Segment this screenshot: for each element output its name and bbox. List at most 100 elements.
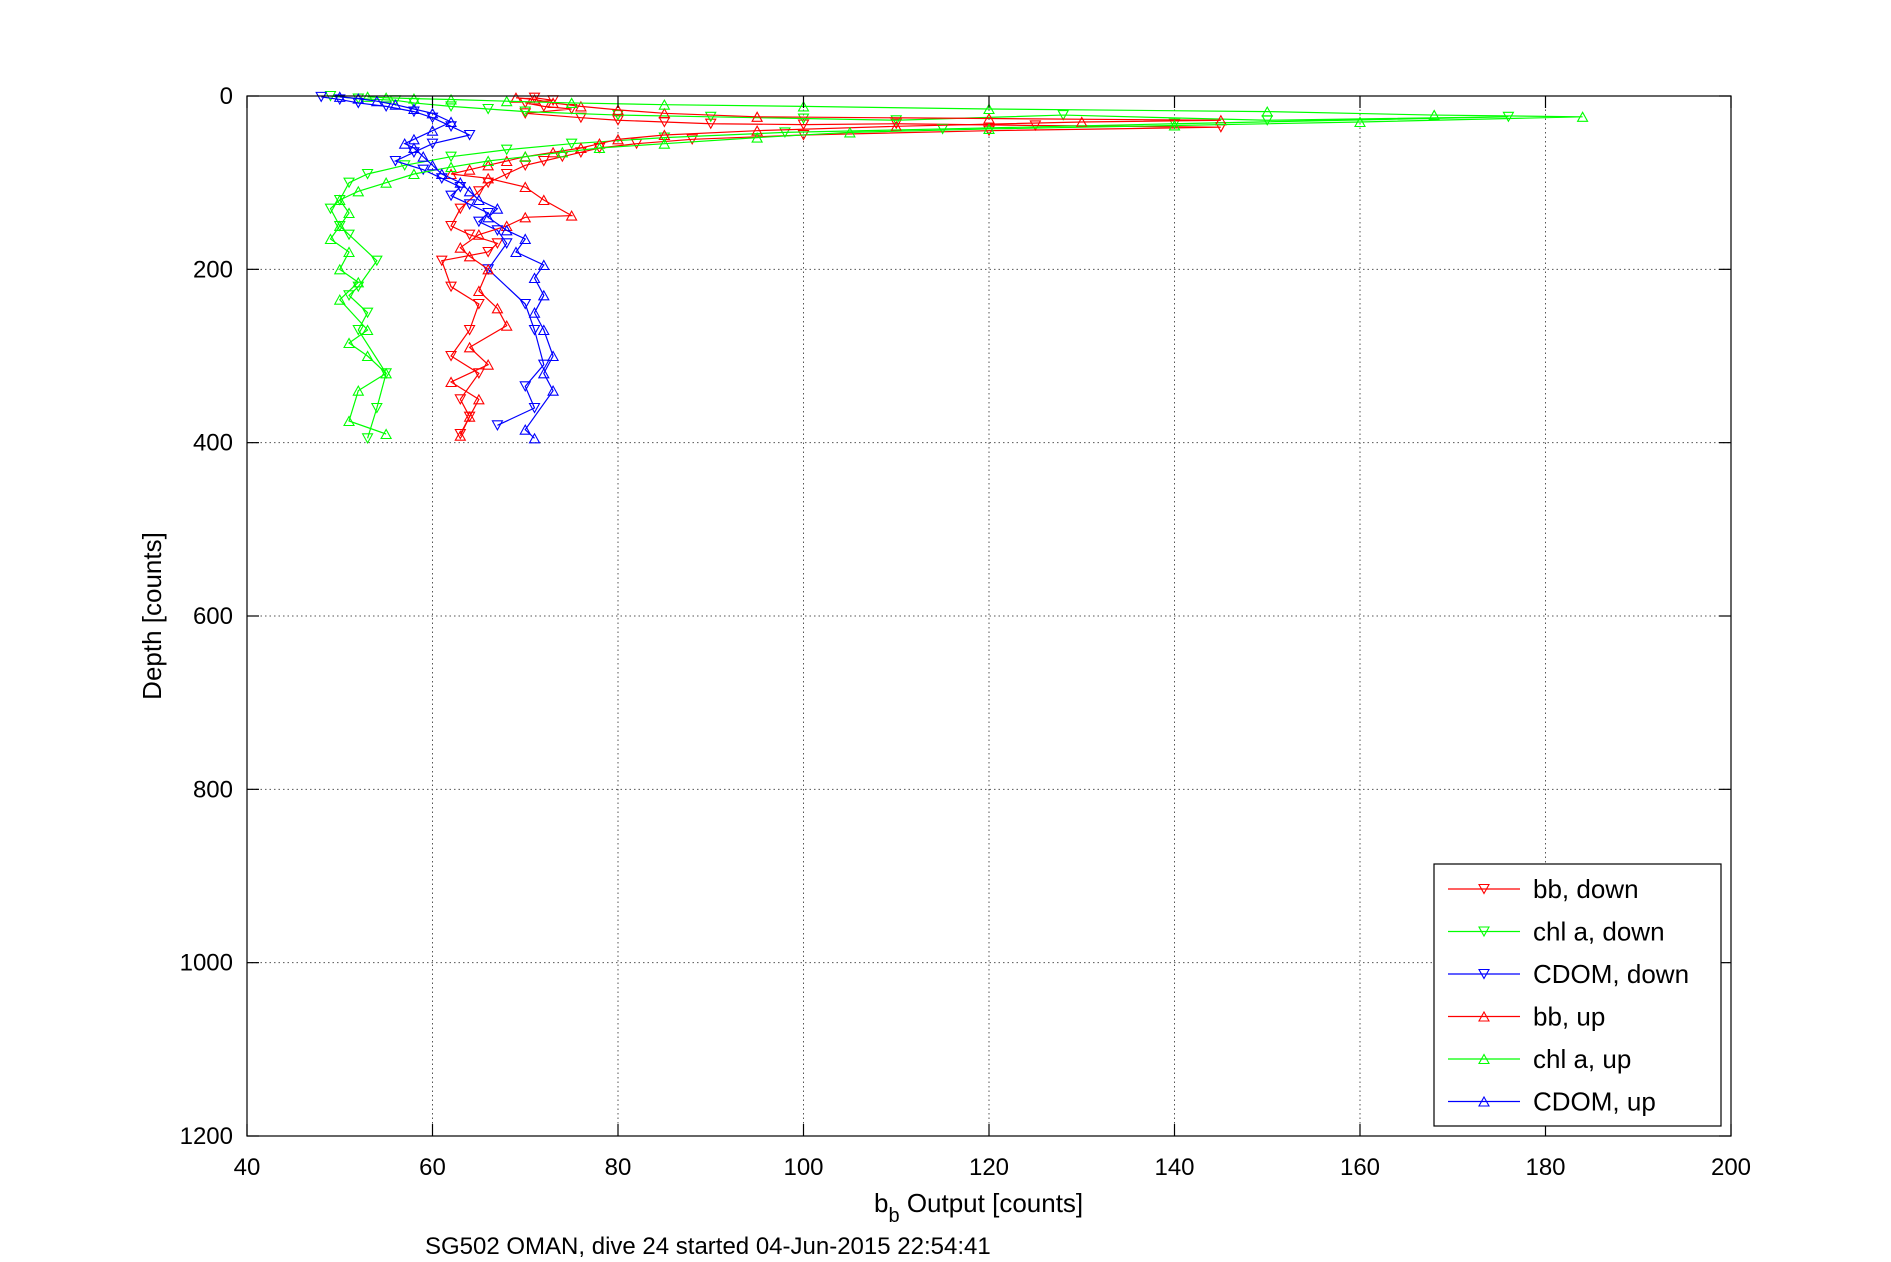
data-point [1168,119,1181,131]
data-point [1354,116,1366,128]
legend-entry: bb, up [1533,1002,1605,1032]
data-point [445,281,457,293]
data-point [658,99,671,110]
y-axis-label: Depth [counts] [137,532,167,700]
data-point [983,103,995,115]
data-point [612,110,624,121]
data-point [528,402,541,414]
data-point [482,263,495,275]
legend-marker [1478,1053,1490,1065]
data-point [500,155,513,167]
y-tick-label: 600 [193,603,233,630]
y-tick-label: 1000 [180,950,233,977]
x-tick-label: 160 [1340,1154,1380,1181]
data-point [1168,118,1181,130]
data-point [1576,111,1589,122]
data-point [352,385,365,396]
data-point [547,350,560,362]
data-point [491,302,504,314]
data-point [612,104,624,115]
x-axis-label: bb Output [counts] [874,1188,1083,1227]
data-point [500,144,513,156]
data-point [454,430,467,441]
data-point [537,359,550,371]
data-point [463,250,476,262]
data-point [574,100,587,112]
data-point [408,133,420,145]
legend-marker [1478,968,1490,980]
data-point [751,131,764,143]
data-point [528,307,541,318]
data-point [361,433,374,444]
data-point [463,324,476,336]
x-tick-label: 120 [969,1154,1009,1181]
data-point [565,138,578,150]
data-point [519,151,532,162]
data-point [445,93,457,105]
x-tick-label: 60 [419,1154,446,1181]
data-point [352,276,365,288]
data-point [463,185,476,197]
data-point [843,126,856,138]
data-point [565,97,578,108]
data-point [482,103,495,115]
data-point [426,159,439,171]
data-point [491,420,504,431]
data-point [454,242,467,253]
data-point [612,133,624,145]
data-point [491,203,504,214]
data-point [528,324,541,336]
data-point [463,411,476,422]
data-point [408,168,420,180]
y-tick-label: 0 [220,83,233,110]
data-point [463,199,476,210]
data-point [500,95,513,107]
data-point [315,91,328,103]
data-point [491,238,504,249]
series-line [440,97,1221,435]
data-point [797,119,810,131]
data-point [380,428,393,440]
series-chl-a-up [324,91,1589,440]
data-point [380,92,393,103]
data-point [370,95,383,107]
data-point [361,350,374,362]
x-tick-label: 200 [1711,1154,1751,1181]
data-point [333,294,346,305]
data-point [343,246,355,258]
series-cdom-up [333,91,560,444]
data-point [343,337,355,349]
x-tick-label: 40 [234,1154,261,1181]
legend-box [1433,863,1722,1127]
y-tick-label: 400 [193,430,233,457]
data-point [463,229,476,241]
data-point [370,255,383,267]
data-point [435,255,448,267]
data-point [445,376,457,388]
data-point [389,155,402,167]
data-point [426,107,439,119]
data-point [491,225,504,236]
data-point [361,324,374,336]
legend-entry: chl a, down [1533,917,1665,947]
data-point [445,116,457,128]
data-point [445,190,457,202]
data-point [343,207,355,219]
data-point [983,112,995,124]
data-point [500,224,513,236]
data-point [528,272,541,284]
data-point [333,220,346,232]
x-tick-label: 100 [783,1154,823,1181]
data-point [435,168,448,180]
data-point [482,211,495,223]
data-point [352,185,365,197]
data-point [797,100,810,112]
data-point [472,229,485,240]
x-tick-label: 80 [605,1154,632,1181]
data-point [565,209,578,221]
data-point [547,385,560,396]
data-point [482,207,495,219]
data-point [565,103,578,115]
data-point [890,118,903,130]
data-point [500,168,513,180]
